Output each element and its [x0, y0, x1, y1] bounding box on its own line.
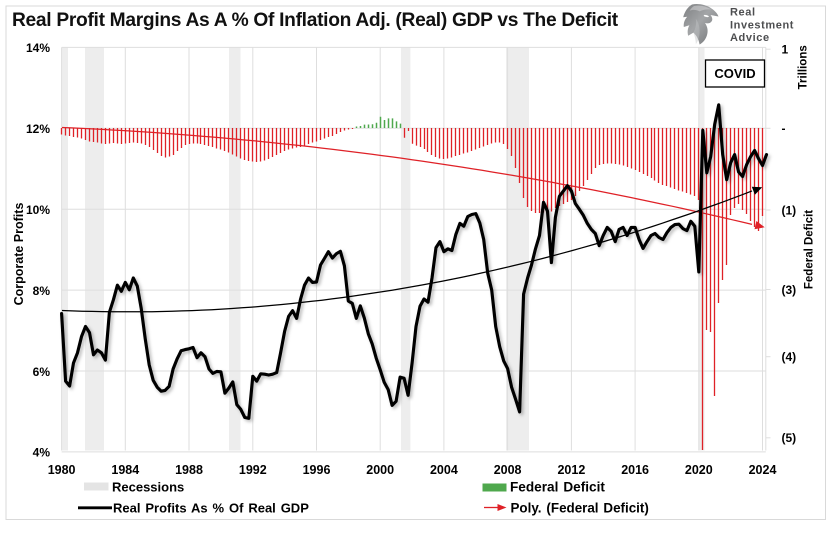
- svg-text:4%: 4%: [33, 446, 51, 460]
- svg-text:1996: 1996: [303, 463, 331, 477]
- svg-text:Trillions: Trillions: [798, 45, 810, 89]
- svg-text:(3): (3): [782, 283, 797, 297]
- svg-text:Advice: Advice: [730, 32, 770, 44]
- svg-text:10%: 10%: [26, 203, 50, 217]
- svg-text:2016: 2016: [621, 463, 649, 477]
- svg-text:Recessions: Recessions: [112, 480, 184, 495]
- svg-text:1992: 1992: [239, 463, 267, 477]
- svg-text:Real Profit Margins As A % Of: Real Profit Margins As A % Of Inflation …: [12, 10, 619, 31]
- svg-text:Federal Deficit: Federal Deficit: [804, 210, 816, 289]
- svg-text:2024: 2024: [749, 463, 777, 477]
- svg-text:2008: 2008: [494, 463, 522, 477]
- svg-text:Federal Deficit: Federal Deficit: [510, 480, 605, 495]
- svg-text:1980: 1980: [48, 463, 76, 477]
- svg-text:8%: 8%: [33, 284, 51, 298]
- svg-text:(5): (5): [782, 431, 797, 445]
- svg-text:12%: 12%: [26, 122, 50, 136]
- svg-text:(4): (4): [782, 350, 797, 364]
- svg-text:2004: 2004: [430, 463, 458, 477]
- svg-text:2000: 2000: [366, 463, 394, 477]
- svg-text:Investment: Investment: [730, 19, 794, 31]
- svg-text:(1): (1): [782, 203, 797, 217]
- svg-text:2020: 2020: [685, 463, 713, 477]
- svg-text:-: -: [782, 122, 786, 136]
- svg-text:6%: 6%: [33, 365, 51, 379]
- svg-text:COVID: COVID: [714, 66, 755, 81]
- svg-text:14%: 14%: [26, 41, 50, 55]
- svg-text:Poly. (Federal Deficit): Poly. (Federal Deficit): [511, 500, 649, 515]
- svg-text:1: 1: [782, 43, 789, 57]
- svg-text:Real: Real: [730, 7, 756, 19]
- svg-text:1988: 1988: [175, 463, 203, 477]
- svg-text:Real Profits As % Of Real GDP: Real Profits As % Of Real GDP: [113, 500, 309, 515]
- svg-text:1984: 1984: [111, 463, 139, 477]
- svg-text:2012: 2012: [557, 463, 585, 477]
- svg-text:Corporate Profits: Corporate Profits: [12, 203, 26, 306]
